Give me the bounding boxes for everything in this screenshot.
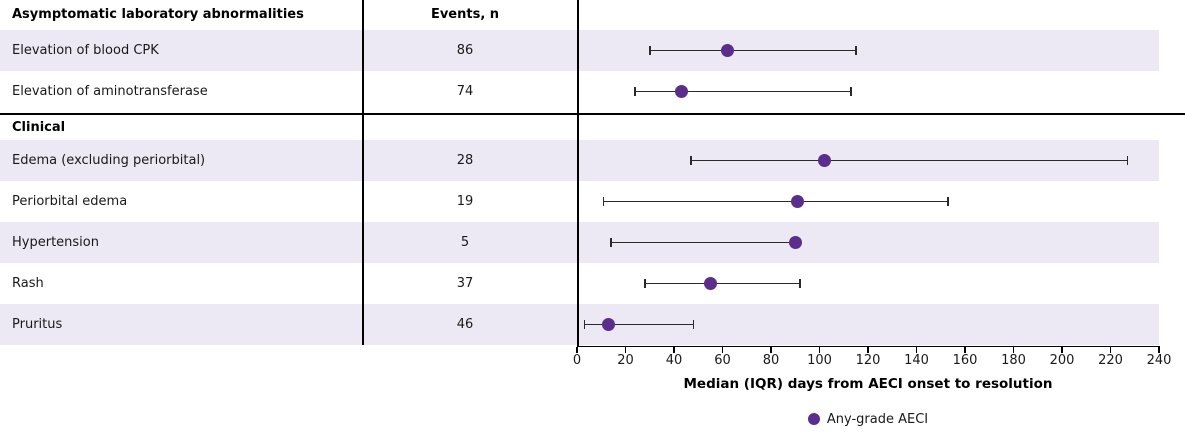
x-axis-tick-label: 20	[617, 353, 634, 368]
iqr-whisker-cap	[799, 279, 801, 288]
iqr-whisker	[603, 200, 949, 203]
events-value: 19	[456, 194, 474, 209]
row-label: Elevation of aminotransferase	[12, 84, 208, 99]
iqr-whisker-cap	[583, 320, 586, 329]
iqr-whisker	[690, 159, 1128, 162]
iqr-whisker-cap	[690, 156, 692, 165]
column-header-row: Asymptomatic laboratory abnormalities Ev…	[0, 0, 1159, 30]
row-label: Periorbital edema	[12, 194, 128, 209]
x-axis-tick-label: 60	[714, 353, 731, 368]
x-axis-tick	[1109, 347, 1112, 353]
iqr-whisker-cap	[855, 46, 857, 55]
iqr-whisker	[610, 241, 796, 244]
x-axis-tick	[964, 347, 966, 353]
section-divider-line	[0, 112, 1185, 115]
iqr-whisker-cap	[634, 87, 636, 96]
median-dot	[602, 318, 616, 331]
x-axis-tick	[818, 347, 821, 353]
x-axis-tick-label: 240	[1146, 353, 1172, 368]
events-value: 46	[456, 317, 474, 332]
median-dot	[788, 236, 802, 249]
row-label: Elevation of blood CPK	[12, 43, 159, 58]
iqr-whisker-cap	[850, 87, 852, 96]
column-divider-line	[362, 0, 364, 345]
x-axis-tick-label: 200	[1049, 353, 1075, 368]
events-value: 28	[456, 153, 474, 168]
median-dot	[720, 44, 734, 57]
iqr-whisker-cap	[692, 320, 695, 329]
x-axis-tick-label: 220	[1098, 353, 1123, 368]
x-axis-tick	[1158, 347, 1160, 353]
row-label: Pruritus	[12, 317, 63, 332]
x-axis-tick	[1061, 347, 1063, 353]
legend-label: Any-grade AECI	[826, 411, 929, 427]
iqr-whisker-cap	[644, 279, 646, 288]
iqr-whisker-cap	[602, 197, 605, 206]
events-value: 37	[456, 276, 474, 291]
x-axis-tick-label: 40	[665, 353, 683, 368]
x-axis-tick	[624, 347, 627, 353]
iqr-whisker-cap	[649, 46, 651, 55]
x-axis-tick	[867, 347, 869, 353]
x-axis-tick	[721, 347, 724, 353]
legend-marker-icon	[807, 413, 820, 425]
x-axis-tick	[673, 347, 675, 353]
median-dot	[703, 277, 717, 290]
x-axis-title: Median (IQR) days from AECI onset to res…	[683, 376, 1053, 392]
x-axis-tick-label: 100	[807, 353, 832, 368]
x-axis-tick	[576, 347, 578, 353]
row-stripe	[0, 304, 1159, 345]
iqr-whisker-cap	[1126, 156, 1129, 165]
row-stripe	[0, 30, 1159, 71]
column-header-events: Events, n	[430, 7, 500, 22]
iqr-whisker	[635, 90, 851, 93]
x-axis-tick-label: 80	[762, 353, 780, 368]
iqr-whisker	[584, 323, 694, 326]
median-dot	[817, 154, 831, 167]
column-header-category: Asymptomatic laboratory abnormalities	[12, 7, 304, 22]
median-dot	[791, 195, 805, 208]
row-stripe	[0, 222, 1159, 263]
y-axis-line	[577, 0, 579, 347]
x-axis-tick	[915, 347, 918, 353]
x-axis-line	[577, 345, 1160, 347]
median-dot	[674, 85, 688, 98]
x-axis-tick-label: 0	[572, 353, 582, 368]
iqr-whisker-cap	[610, 238, 612, 247]
row-label: Edema (excluding periorbital)	[12, 153, 206, 168]
iqr-whisker	[649, 49, 856, 52]
events-value: 5	[460, 235, 470, 250]
row-label: Rash	[12, 276, 44, 291]
events-value: 86	[456, 43, 474, 58]
x-axis-tick-label: 120	[855, 353, 881, 368]
x-axis-tick-label: 180	[1001, 353, 1026, 368]
iqr-whisker	[644, 282, 801, 285]
row-label: Hypertension	[12, 235, 99, 250]
events-value: 74	[456, 84, 474, 99]
x-axis-tick-label: 140	[904, 353, 929, 368]
x-axis-tick-label: 160	[952, 353, 978, 368]
section-header-clinical: Clinical	[12, 120, 66, 135]
x-axis-tick	[770, 347, 772, 353]
x-axis-tick	[1012, 347, 1015, 353]
iqr-whisker-cap	[947, 197, 949, 206]
legend: Any-grade AECI	[577, 409, 1159, 429]
